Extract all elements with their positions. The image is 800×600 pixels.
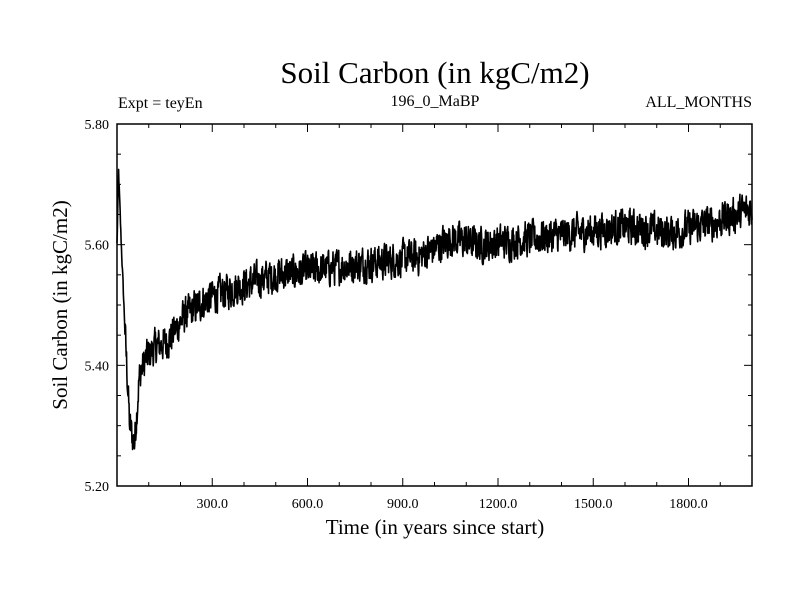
series-layer	[116, 168, 753, 451]
x-tick-label: 1500.0	[574, 497, 613, 512]
y-tick-label: 5.20	[85, 480, 110, 495]
months-label: ALL_MONTHS	[645, 94, 752, 111]
plot-frame	[116, 123, 753, 487]
chart-title: Soil Carbon (in kgC/m2)	[280, 55, 589, 90]
x-axis: 300.0 600.0 900.0 1200.0 1500.0 1800.0	[148, 124, 721, 512]
x-tick-label: 1800.0	[669, 497, 708, 512]
series-line-soil-carbon	[116, 168, 753, 451]
experiment-label: Expt = teyEn	[118, 95, 203, 112]
period-label: 196_0_MaBP	[391, 93, 480, 110]
x-tick-label: 600.0	[292, 497, 324, 512]
y-tick-label: 5.40	[85, 359, 110, 374]
x-tick-label: 300.0	[197, 497, 229, 512]
y-tick-label: 5.60	[85, 239, 110, 254]
x-axis-label: Time (in years since start)	[326, 515, 545, 539]
y-axis: 5.20 5.40 5.60 5.80	[85, 118, 752, 495]
y-tick-label: 5.80	[85, 118, 110, 133]
x-tick-label: 1200.0	[479, 497, 518, 512]
y-axis-label: Soil Carbon (in kgC/m2)	[48, 200, 72, 409]
x-tick-label: 900.0	[387, 497, 419, 512]
